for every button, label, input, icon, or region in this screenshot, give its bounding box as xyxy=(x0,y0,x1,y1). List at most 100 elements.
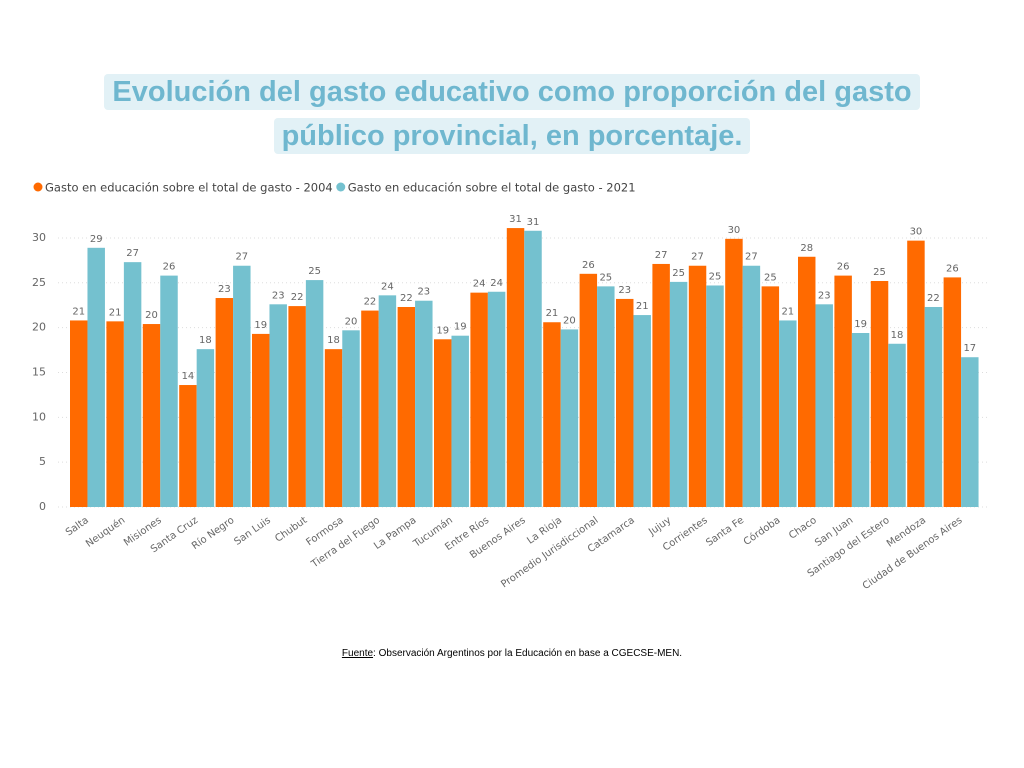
source: Fuente: Observación Argentinos por la Ed… xyxy=(0,648,1024,659)
value-label: 26 xyxy=(837,262,850,273)
value-label: 24 xyxy=(381,281,394,292)
value-label: 23 xyxy=(272,290,285,301)
y-tick-label: 20 xyxy=(32,321,46,334)
x-tick-label: Jujuy xyxy=(646,515,673,539)
value-label: 23 xyxy=(417,287,430,298)
bar xyxy=(616,298,634,507)
x-tick-label: Córdoba xyxy=(741,514,782,548)
y-tick-label: 25 xyxy=(32,276,46,289)
bar xyxy=(87,247,105,507)
bar xyxy=(761,286,780,507)
value-label: 25 xyxy=(599,272,612,283)
source-label: Fuente xyxy=(341,648,374,659)
bar xyxy=(851,333,870,507)
bar xyxy=(669,281,688,507)
value-label: 17 xyxy=(963,343,976,354)
bar xyxy=(233,265,251,507)
bar xyxy=(597,286,615,507)
bar xyxy=(288,306,306,507)
value-label: 27 xyxy=(126,248,139,259)
value-label: 22 xyxy=(927,293,940,304)
value-label: 22 xyxy=(364,297,377,308)
bar xyxy=(579,273,598,507)
bar xyxy=(269,304,287,507)
value-label: 31 xyxy=(527,217,540,228)
bar xyxy=(70,320,88,507)
value-label: 19 xyxy=(854,319,867,330)
value-label: 18 xyxy=(891,330,904,341)
bar xyxy=(725,238,743,507)
value-label: 18 xyxy=(327,335,340,346)
value-label: 20 xyxy=(145,310,158,321)
bar xyxy=(688,265,707,507)
bar xyxy=(342,330,360,507)
value-label: 27 xyxy=(235,252,248,263)
value-label: 22 xyxy=(400,293,413,304)
bar xyxy=(798,256,816,507)
bar xyxy=(160,275,178,507)
value-label: 21 xyxy=(72,306,85,317)
bar xyxy=(524,230,542,507)
bar xyxy=(378,295,397,507)
legend-label: Gasto en educación sobre el total de gas… xyxy=(348,181,636,195)
x-tick-label: Santa Fe xyxy=(704,515,746,549)
chart: Gasto en educación sobre el total de gas… xyxy=(32,181,990,592)
bar xyxy=(305,280,324,507)
bar xyxy=(742,265,761,507)
bar xyxy=(451,335,469,507)
value-label: 21 xyxy=(109,307,122,318)
value-label: 25 xyxy=(672,268,685,279)
value-label: 25 xyxy=(764,272,777,283)
bar xyxy=(196,349,215,507)
value-label: 25 xyxy=(709,271,722,282)
bar xyxy=(888,343,906,507)
value-label: 26 xyxy=(582,260,595,271)
bar xyxy=(633,315,651,507)
legend-label: Gasto en educación sobre el total de gas… xyxy=(45,181,333,195)
value-label: 21 xyxy=(636,301,649,312)
value-label: 27 xyxy=(745,252,758,263)
y-tick-label: 0 xyxy=(39,500,46,513)
bar xyxy=(252,333,270,507)
x-tick-label: Chaco xyxy=(787,515,819,542)
value-label: 18 xyxy=(199,335,212,346)
legend-marker xyxy=(336,182,346,192)
value-label: 23 xyxy=(818,290,831,301)
value-label: 31 xyxy=(509,214,522,225)
bar xyxy=(815,304,833,507)
value-label: 29 xyxy=(90,234,103,245)
value-label: 14 xyxy=(182,371,195,382)
value-label: 24 xyxy=(473,279,486,290)
value-label: 24 xyxy=(490,278,503,289)
bar xyxy=(415,300,433,507)
bar xyxy=(470,292,488,507)
value-label: 19 xyxy=(454,322,467,333)
value-label: 20 xyxy=(563,315,576,326)
bar xyxy=(961,357,979,507)
value-label: 26 xyxy=(946,263,959,274)
value-label: 30 xyxy=(728,225,741,236)
bar xyxy=(652,263,670,507)
value-label: 27 xyxy=(691,252,704,263)
x-tick-label: San Luis xyxy=(232,515,272,548)
bar xyxy=(779,320,797,507)
bar xyxy=(907,240,925,508)
value-label: 27 xyxy=(655,250,668,261)
bar xyxy=(215,298,234,507)
x-tick-label: Neuquén xyxy=(83,514,127,550)
y-tick-label: 5 xyxy=(39,455,46,468)
bar xyxy=(924,306,943,507)
bar xyxy=(870,280,889,507)
value-label: 21 xyxy=(781,306,794,317)
value-label: 22 xyxy=(291,292,304,303)
bar xyxy=(543,322,561,507)
bar xyxy=(706,285,724,507)
source-text: : Observación Argentinos por la Educació… xyxy=(373,648,683,659)
bar xyxy=(506,228,525,507)
bar xyxy=(324,349,343,507)
bar xyxy=(434,339,452,507)
bar xyxy=(397,306,416,507)
bar xyxy=(560,329,579,507)
y-tick-label: 15 xyxy=(32,365,46,378)
value-label: 19 xyxy=(254,320,267,331)
